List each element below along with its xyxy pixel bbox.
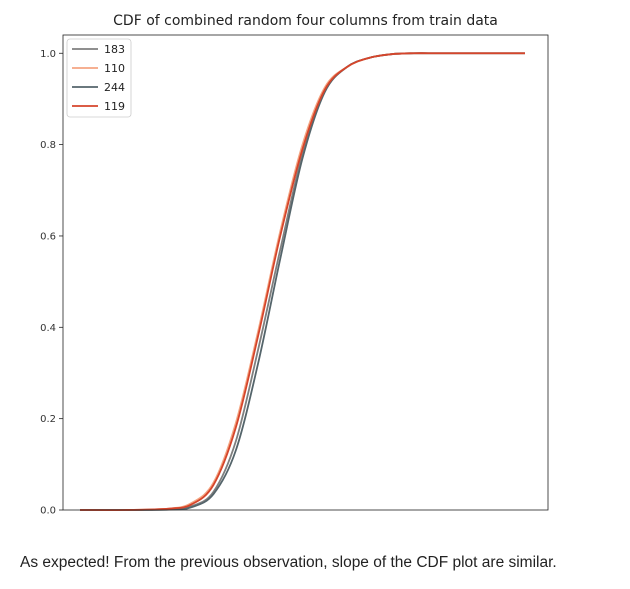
y-tick-label: 0.2 bbox=[40, 414, 56, 425]
chart-title: CDF of combined random four columns from… bbox=[113, 13, 498, 29]
caption-text: As expected! From the previous observati… bbox=[20, 554, 557, 571]
plot-lines bbox=[79, 52, 525, 512]
plot-frame bbox=[62, 34, 549, 511]
legend-label-119: 119 bbox=[104, 100, 125, 113]
y-tick-label: 0.8 bbox=[40, 140, 56, 151]
cdf-chart: CDF of combined random four columns from… bbox=[40, 13, 549, 517]
y-tick-label: 1.0 bbox=[40, 49, 56, 60]
y-axis: 0.0 0.2 0.4 0.6 0.8 1.0 bbox=[40, 49, 63, 517]
series-line-183 bbox=[79, 52, 525, 511]
series-line-244 bbox=[79, 52, 525, 511]
y-tick-label: 0.0 bbox=[40, 506, 56, 517]
series-line-110 bbox=[79, 52, 525, 512]
legend-label-244: 244 bbox=[104, 81, 125, 94]
legend-label-183: 183 bbox=[104, 43, 125, 56]
legend-box bbox=[66, 38, 132, 118]
y-tick-label: 0.4 bbox=[40, 323, 56, 334]
series-line-119 bbox=[79, 52, 525, 512]
y-tick-label: 0.6 bbox=[40, 231, 56, 242]
legend: 183 110 244 119 bbox=[66, 38, 132, 118]
legend-label-110: 110 bbox=[104, 62, 125, 75]
